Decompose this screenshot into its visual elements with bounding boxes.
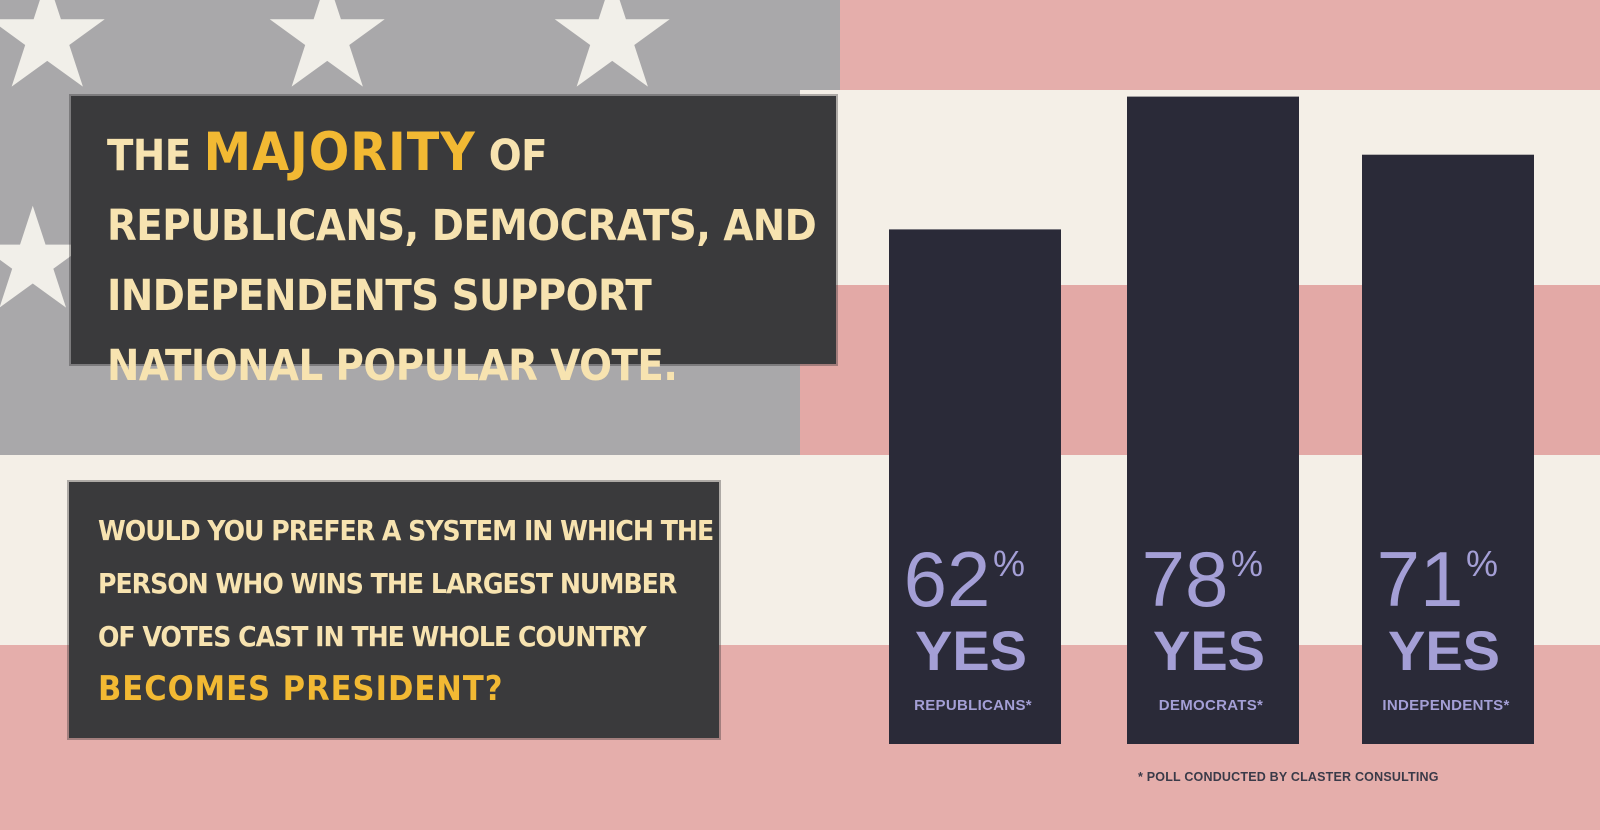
headline-box: THE MAJORITY OF REPUBLICANS, DEMOCRATS, …: [71, 96, 836, 391]
category-label: REPUBLICANS*: [914, 697, 1032, 714]
flag-canton-edge: [770, 0, 840, 90]
headline-highlight: MAJORITY: [203, 122, 476, 183]
bar: [889, 229, 1061, 744]
question-box: WOULD YOU PREFER A SYSTEM IN WHICH THE P…: [69, 482, 719, 738]
data-label-percent: %: [1231, 543, 1263, 584]
star-icon: ★: [545, 0, 680, 122]
poll-question-text: WOULD YOU PREFER A SYSTEM IN WHICH THE P…: [98, 514, 714, 653]
category-label: DEMOCRATS*: [1159, 697, 1263, 714]
data-label-percent: %: [993, 543, 1025, 584]
data-label-yes: YES: [1153, 619, 1265, 682]
headline: THE MAJORITY OF REPUBLICANS, DEMOCRATS, …: [107, 118, 827, 401]
star-icon: ★: [260, 0, 395, 122]
bar: [1362, 154, 1534, 744]
data-label-value: 62: [904, 535, 991, 623]
star-icon: ★: [0, 0, 115, 122]
poll-question: WOULD YOU PREFER A SYSTEM IN WHICH THE P…: [98, 504, 718, 717]
category-label: INDEPENDENTS*: [1382, 697, 1509, 714]
poll-question-highlight: BECOMES PRESIDENT?: [98, 669, 504, 709]
headline-lead: THE: [107, 131, 191, 181]
data-label-yes: YES: [915, 619, 1027, 682]
data-label-percent: %: [1466, 543, 1498, 584]
footnote: * POLL CONDUCTED BY CLASTER CONSULTING: [1138, 770, 1439, 784]
data-label-yes: YES: [1388, 619, 1500, 682]
headline-rest: OF REPUBLICANS, DEMOCRATS, AND INDEPENDE…: [107, 131, 817, 391]
data-label-value: 78: [1142, 535, 1229, 623]
bar: [1127, 96, 1299, 745]
data-label-value: 71: [1377, 535, 1464, 623]
